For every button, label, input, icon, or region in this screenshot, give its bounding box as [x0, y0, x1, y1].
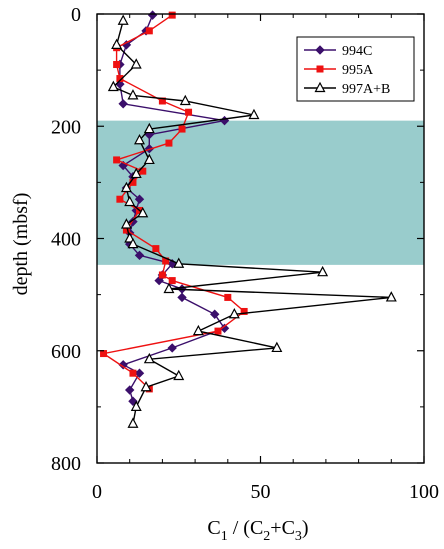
data-point: [127, 237, 139, 249]
x-label-sub3: 3: [295, 529, 302, 544]
data-point: [113, 61, 121, 69]
legend-item: 995A: [304, 63, 374, 78]
data-point: [147, 10, 158, 20]
series-layer: [100, 10, 397, 428]
data-point: [118, 360, 128, 370]
x-tick-label: 0: [92, 481, 102, 503]
data-point: [173, 257, 185, 268]
y-tick-label: 0: [71, 4, 81, 26]
legend-marker: [316, 65, 324, 73]
data-point: [385, 291, 397, 302]
data-point: [143, 122, 155, 134]
data-point: [143, 352, 155, 364]
legend-marker: [314, 81, 326, 93]
data-point: [118, 99, 128, 109]
x-label-sub2: 2: [263, 529, 270, 544]
data-point: [210, 309, 220, 319]
data-point: [113, 156, 121, 164]
data-point: [116, 75, 124, 83]
x-label-sub1: 1: [221, 529, 228, 544]
data-point: [129, 178, 137, 186]
data-point: [173, 369, 185, 381]
data-point: [163, 282, 175, 294]
data-point: [127, 89, 139, 100]
data-point: [224, 293, 232, 301]
y-tick-label: 400: [51, 229, 81, 251]
data-point: [185, 108, 193, 116]
legend: 994C 995A 997A+B: [296, 36, 415, 102]
legend-label: 995A: [342, 63, 374, 78]
data-point: [134, 194, 145, 204]
x-label-plus: +C: [270, 517, 295, 539]
data-point: [158, 97, 166, 105]
data-point: [145, 27, 153, 35]
series-997a-b: [107, 14, 397, 428]
data-point: [152, 245, 160, 253]
data-point: [140, 380, 152, 392]
data-point: [240, 307, 248, 315]
data-point: [165, 139, 173, 147]
data-point: [117, 14, 129, 25]
legend-label: 994C: [342, 44, 372, 59]
data-point: [162, 257, 170, 265]
data-point: [177, 292, 187, 303]
data-point: [154, 275, 164, 286]
data-point: [317, 265, 329, 277]
shaded-band: [97, 120, 424, 265]
data-point: [179, 94, 191, 106]
data-point: [192, 324, 204, 336]
x-label-c1: C: [207, 517, 220, 539]
data-point: [130, 167, 142, 179]
data-point: [129, 369, 137, 377]
data-point: [127, 417, 139, 428]
x-label-end: ): [302, 517, 309, 539]
legend-marker: [315, 45, 325, 55]
data-point: [168, 277, 176, 285]
legend-label: 997A+B: [342, 82, 390, 97]
data-point: [107, 80, 119, 92]
x-tick-label: 100: [409, 481, 439, 503]
data-point: [143, 153, 155, 165]
tick-layer: 0 200 400 600 800 0 50 100: [51, 4, 439, 503]
x-label-mid: / (C: [228, 517, 264, 539]
data-point: [130, 58, 142, 69]
x-axis-label: C1 / (C2+C3): [207, 517, 308, 544]
y-tick-label: 600: [51, 341, 81, 363]
data-point: [214, 327, 222, 335]
data-point: [120, 218, 132, 229]
data-point: [116, 195, 124, 203]
legend-item: 997A+B: [304, 81, 390, 97]
data-point: [120, 181, 132, 193]
legend-item: 994C: [304, 44, 372, 59]
y-tick-label: 800: [51, 453, 81, 475]
data-point: [130, 400, 142, 411]
data-point: [228, 307, 240, 319]
data-point: [271, 341, 283, 353]
data-point: [248, 108, 260, 120]
shaded-band-layer: [97, 120, 424, 265]
data-point: [178, 125, 186, 133]
data-point: [158, 271, 166, 279]
data-point: [168, 11, 176, 19]
data-point: [219, 323, 230, 334]
data-point: [139, 167, 147, 175]
data-point: [124, 195, 136, 207]
data-point: [134, 368, 145, 378]
data-point: [137, 206, 149, 218]
data-point: [134, 250, 145, 261]
data-point: [124, 385, 135, 395]
data-point: [167, 343, 177, 353]
x-tick-label: 50: [251, 481, 271, 503]
y-axis-label: depth (mbsf): [10, 193, 32, 296]
data-point: [100, 350, 108, 358]
data-point: [134, 133, 146, 145]
data-point: [111, 38, 123, 49]
y-tick-label: 200: [51, 116, 81, 138]
data-point: [122, 226, 130, 234]
